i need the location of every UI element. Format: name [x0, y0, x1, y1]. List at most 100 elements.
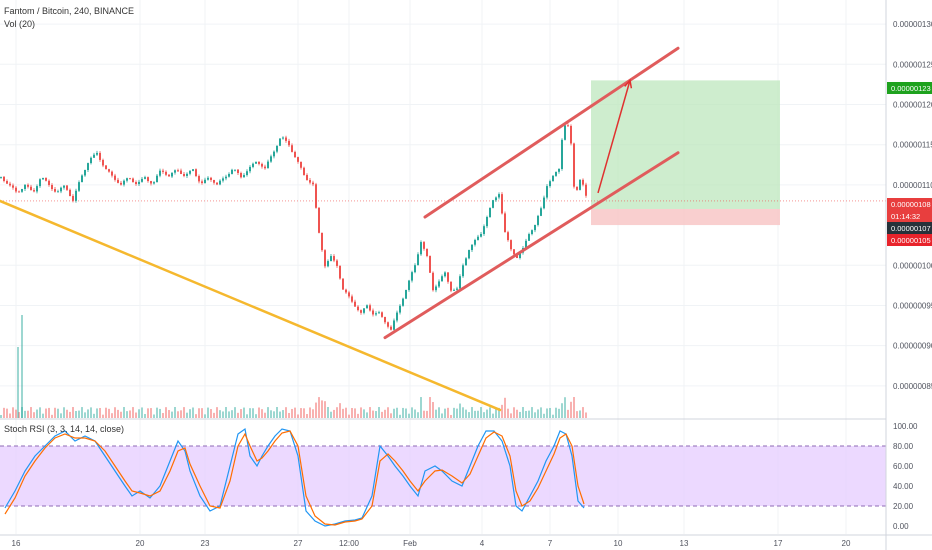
- volume-bar: [318, 397, 320, 418]
- volume-bar: [408, 413, 410, 418]
- candle-body: [174, 170, 176, 173]
- volume-bar: [561, 403, 563, 418]
- candle-body: [66, 185, 68, 190]
- price-badge: [887, 198, 932, 210]
- candle-body: [315, 184, 317, 208]
- candle-body: [489, 207, 491, 217]
- price-tick-label: 0.00000090: [893, 342, 932, 351]
- volume-bar: [432, 402, 434, 418]
- stoch-rsi-legend: Stoch RSI (3, 3, 14, 14, close): [4, 424, 125, 434]
- volume-bar: [258, 407, 260, 418]
- volume-bar: [249, 408, 251, 418]
- candle-body: [393, 320, 395, 330]
- volume-bar: [180, 410, 182, 418]
- candle-body: [150, 181, 152, 184]
- volume-bar: [201, 408, 203, 418]
- candle-body: [309, 180, 311, 183]
- price-tick-label: 0.00000130: [893, 20, 932, 29]
- candle-body: [573, 143, 575, 187]
- volume-bar: [513, 407, 515, 418]
- candle-body: [492, 200, 494, 208]
- candle-body: [540, 208, 542, 216]
- price-badge: [887, 222, 932, 234]
- volume-bar: [87, 409, 89, 418]
- volume-bar: [576, 411, 578, 418]
- candle-body: [231, 169, 233, 174]
- rsi-tick-label: 40.00: [893, 482, 914, 491]
- volume-bar: [456, 408, 458, 418]
- candle-body: [399, 305, 401, 313]
- volume-bar: [99, 407, 101, 418]
- candle-body: [369, 305, 371, 311]
- price-badge-label: 0.00000105: [891, 236, 931, 245]
- candle-body: [270, 156, 272, 162]
- price-badge-label: 0.00000123: [891, 84, 931, 93]
- candle-body: [108, 169, 110, 172]
- volume-bar: [402, 407, 404, 418]
- candle-body: [324, 250, 326, 267]
- volume-bar: [147, 408, 149, 418]
- volume-bar: [177, 411, 179, 418]
- volume-bar: [300, 408, 302, 418]
- candle-body: [480, 233, 482, 237]
- volume-bar: [36, 409, 38, 418]
- volume-bar: [555, 407, 557, 418]
- candle-body: [72, 195, 74, 201]
- candle-body: [504, 213, 506, 233]
- volume-bar: [63, 407, 65, 418]
- volume-bar: [237, 412, 239, 418]
- candle-body: [297, 157, 299, 162]
- candle-body: [117, 179, 119, 183]
- volume-bar: [522, 407, 524, 418]
- price-tick-label: 0.00000110: [893, 181, 932, 190]
- candle-body: [87, 163, 89, 171]
- volume-bar: [198, 408, 200, 418]
- candle-body: [6, 180, 8, 184]
- candle-body: [45, 177, 47, 181]
- candle-body: [138, 181, 140, 185]
- volume-bar: [3, 407, 5, 418]
- price-badge-label: 0.00000108: [891, 200, 931, 209]
- volume-bar: [564, 397, 566, 418]
- volume-bar: [345, 407, 347, 418]
- volume-bar: [354, 408, 356, 418]
- candle-body: [447, 272, 449, 282]
- volume-bar: [480, 407, 482, 418]
- candle-body: [30, 186, 32, 191]
- price-tick-label: 0.00000100: [893, 261, 932, 270]
- volume-bar: [333, 409, 335, 418]
- candle-body: [366, 305, 368, 309]
- candle-body: [234, 169, 236, 171]
- candle-body: [267, 161, 269, 169]
- volume-bar: [33, 412, 35, 418]
- volume-bar: [399, 414, 401, 418]
- volume-bar: [348, 414, 350, 418]
- volume-bar: [231, 410, 233, 418]
- candle-body: [537, 215, 539, 225]
- candle-body: [375, 313, 377, 315]
- volume-bar: [261, 409, 263, 418]
- volume-bar: [306, 414, 308, 418]
- volume-bar: [81, 407, 83, 418]
- volume-bar: [546, 408, 548, 418]
- candle-body: [294, 151, 296, 158]
- candle-body: [357, 306, 359, 311]
- candle-body: [75, 190, 77, 201]
- volume-bar: [57, 408, 59, 418]
- candle-body: [513, 249, 515, 255]
- volume-bar: [207, 407, 209, 418]
- candle-body: [147, 177, 149, 182]
- volume-bar: [417, 412, 419, 418]
- volume-bar: [69, 411, 71, 418]
- candle-body: [168, 174, 170, 177]
- time-tick-label: 4: [480, 539, 485, 548]
- volume-bar: [540, 407, 542, 418]
- candle-body: [156, 175, 158, 183]
- price-tick-label: 0.00000115: [893, 141, 932, 150]
- candle-body: [453, 289, 455, 291]
- candle-body: [501, 194, 503, 214]
- candle-body: [195, 169, 197, 177]
- candle-body: [183, 173, 185, 176]
- stoch-rsi-pane: [0, 418, 932, 527]
